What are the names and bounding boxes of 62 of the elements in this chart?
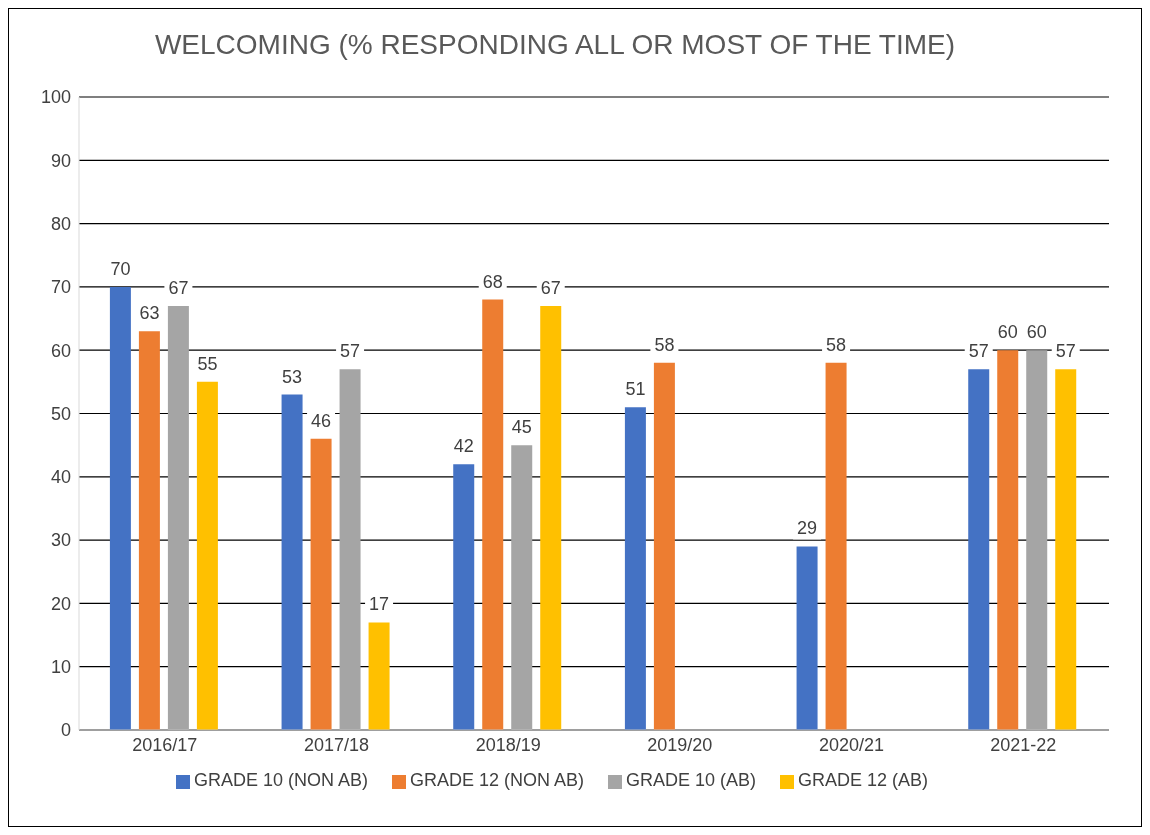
data-label: 57 <box>340 341 361 362</box>
bar <box>511 445 533 730</box>
data-label: 45 <box>511 417 532 438</box>
y-tick-label: 100 <box>40 87 71 108</box>
data-label: 57 <box>968 341 989 362</box>
bar <box>624 407 646 730</box>
x-tick-label: 2016/17 <box>132 734 198 755</box>
x-tick-label: 2017/18 <box>303 734 370 755</box>
data-label: 60 <box>1026 322 1047 343</box>
bar <box>1055 369 1077 730</box>
bar <box>482 299 504 730</box>
bar <box>653 362 675 730</box>
bar <box>968 369 990 730</box>
bar <box>167 305 189 730</box>
x-tick-label: 2019/20 <box>647 734 713 755</box>
data-label: 70 <box>110 258 131 279</box>
bar <box>997 350 1019 730</box>
y-tick-label: 40 <box>50 467 71 488</box>
y-tick-label: 80 <box>50 213 71 234</box>
bar <box>453 464 475 730</box>
y-tick-label: 50 <box>50 403 71 424</box>
x-tick-label: 2020/21 <box>818 734 885 755</box>
data-label: 29 <box>797 518 818 539</box>
bar <box>310 438 332 730</box>
bar <box>339 369 361 730</box>
bar <box>540 305 562 730</box>
chart-title: WELCOMING (% RESPONDING ALL OR MOST OF THE TIME) <box>153 29 957 61</box>
data-label: 60 <box>997 322 1018 343</box>
data-label: 57 <box>1055 341 1076 362</box>
x-tick-label: 2021-22 <box>990 734 1057 755</box>
bar <box>196 381 218 730</box>
y-tick-label: 20 <box>50 593 71 614</box>
data-label: 63 <box>139 303 160 324</box>
data-label: 67 <box>540 277 561 298</box>
y-tick-label: 70 <box>50 277 71 298</box>
y-tick-label: 60 <box>50 340 71 361</box>
x-tick-label: 2018/19 <box>475 734 541 755</box>
y-tick-label: 0 <box>60 720 71 741</box>
bar <box>368 622 390 730</box>
bar <box>1026 350 1048 730</box>
bar <box>796 546 818 730</box>
data-label: 68 <box>482 271 503 292</box>
bar <box>281 394 303 730</box>
data-label: 51 <box>625 379 646 400</box>
legend-label: GRADE 12 (AB) <box>798 770 929 790</box>
legend-label: GRADE 10 (NON AB) <box>193 770 368 790</box>
y-tick-label: 30 <box>50 530 71 551</box>
data-label: 58 <box>826 334 847 355</box>
bar <box>109 286 131 730</box>
legend-label: GRADE 10 (AB) <box>626 770 757 790</box>
data-label: 42 <box>453 436 474 457</box>
data-label: 58 <box>654 334 675 355</box>
data-label: 67 <box>168 277 189 298</box>
y-tick-label: 10 <box>50 657 71 678</box>
data-label: 53 <box>282 366 303 387</box>
data-label: 46 <box>311 410 332 431</box>
data-label: 17 <box>369 594 390 615</box>
bar <box>138 331 160 730</box>
y-tick-label: 90 <box>50 150 71 171</box>
legend-label: GRADE 12 (NON AB) <box>409 770 584 790</box>
bar <box>825 362 847 730</box>
data-label: 55 <box>197 353 218 374</box>
